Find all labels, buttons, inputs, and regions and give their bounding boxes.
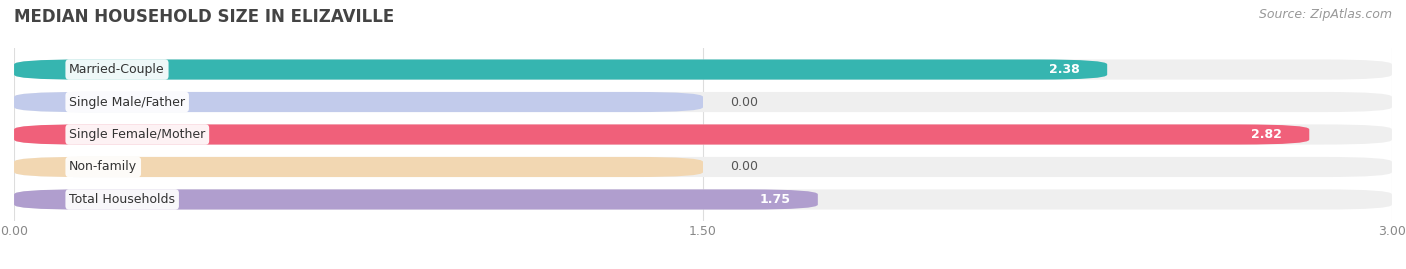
Text: Single Male/Father: Single Male/Father (69, 95, 186, 108)
FancyBboxPatch shape (14, 157, 1392, 177)
Text: Source: ZipAtlas.com: Source: ZipAtlas.com (1258, 8, 1392, 21)
Text: Non-family: Non-family (69, 161, 138, 174)
Text: MEDIAN HOUSEHOLD SIZE IN ELIZAVILLE: MEDIAN HOUSEHOLD SIZE IN ELIZAVILLE (14, 8, 394, 26)
Text: Married-Couple: Married-Couple (69, 63, 165, 76)
FancyBboxPatch shape (14, 189, 1392, 210)
FancyBboxPatch shape (14, 189, 818, 210)
Text: Total Households: Total Households (69, 193, 176, 206)
FancyBboxPatch shape (14, 92, 703, 112)
Text: 0.00: 0.00 (731, 95, 759, 108)
Text: 1.75: 1.75 (759, 193, 790, 206)
FancyBboxPatch shape (14, 125, 1392, 144)
Text: Single Female/Mother: Single Female/Mother (69, 128, 205, 141)
Text: 0.00: 0.00 (731, 161, 759, 174)
FancyBboxPatch shape (14, 92, 1392, 112)
FancyBboxPatch shape (14, 157, 703, 177)
FancyBboxPatch shape (14, 59, 1392, 80)
Text: 2.82: 2.82 (1251, 128, 1282, 141)
Text: 2.38: 2.38 (1049, 63, 1080, 76)
FancyBboxPatch shape (14, 125, 1309, 144)
FancyBboxPatch shape (14, 59, 1107, 80)
